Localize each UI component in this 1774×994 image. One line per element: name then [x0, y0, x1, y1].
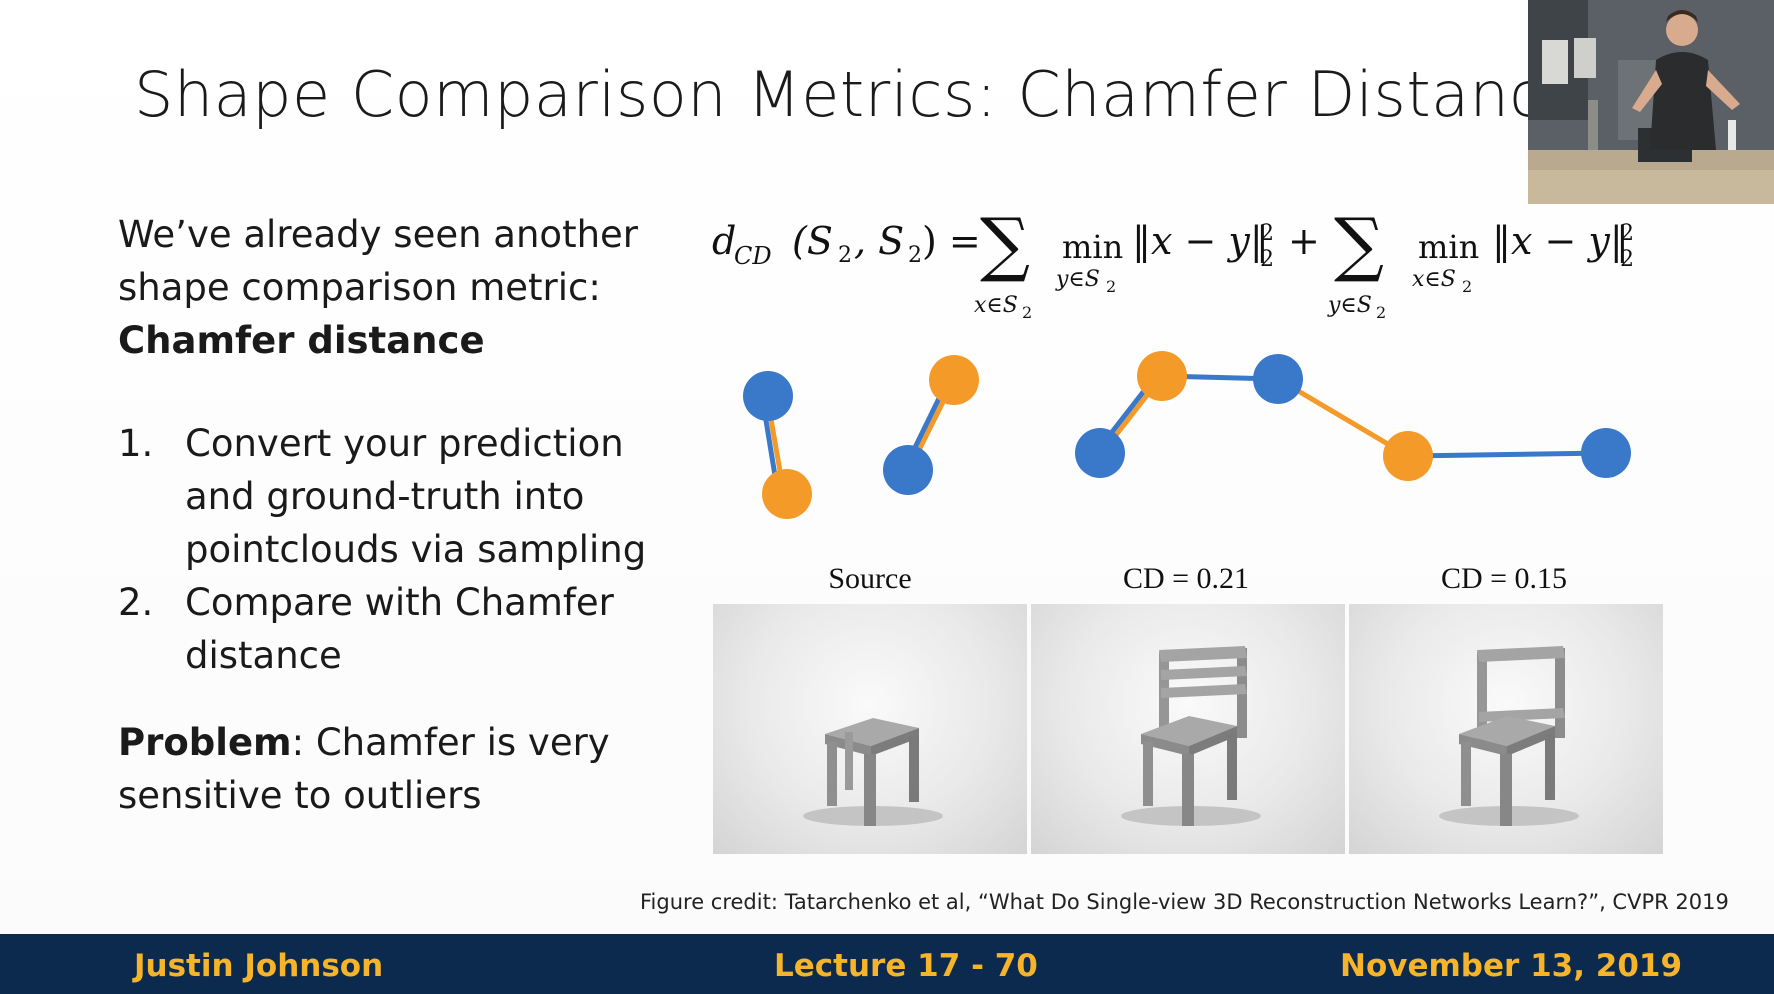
- norm-1-sub: 2: [1260, 247, 1274, 272]
- min-sub-1: y∈S: [1055, 267, 1100, 292]
- figure-label-cd1: CD = 0.21: [1122, 562, 1250, 595]
- orange-point: [1137, 351, 1187, 401]
- blue-point: [1253, 354, 1303, 404]
- formula-cd: CD: [734, 242, 772, 270]
- footer-lecture: Lecture 17 - 70: [774, 948, 1038, 984]
- figure-credit: Figure credit: Tatarchenko et al, “What …: [640, 890, 1729, 914]
- orange-point: [762, 469, 812, 519]
- webcam-inset: [1528, 0, 1774, 204]
- min-sub-2-idx: 2: [1462, 277, 1472, 296]
- orange-line: [1276, 376, 1410, 459]
- chamfer-formula: d CD (S 2 , S 2 ) = ∑ x∈S 2 min y∈S 2 ‖x…: [712, 203, 1672, 324]
- orange-point: [1383, 431, 1433, 481]
- steps-list: 1. Convert your prediction and ground-tr…: [118, 417, 678, 682]
- sum-symbol-2: ∑: [1334, 214, 1384, 285]
- chair-image: [1459, 646, 1565, 826]
- norm-2: ‖x − y‖: [1492, 219, 1629, 263]
- blue-point: [883, 445, 933, 495]
- footer-bar: Justin Johnson Lecture 17 - 70 November …: [0, 934, 1774, 994]
- orange-point: [929, 355, 979, 405]
- min-2: min: [1418, 228, 1479, 266]
- list-line: Compare with Chamfer: [185, 581, 614, 624]
- formula-args: (S: [792, 219, 833, 263]
- norm-2-sub: 2: [1620, 247, 1634, 272]
- svg-text:) =: ) =: [922, 219, 981, 263]
- point-matching-illustration: [712, 330, 1652, 530]
- intro-text: We’ve already seen another shape compari…: [118, 208, 658, 367]
- stool-image: [825, 718, 919, 826]
- min-1: min: [1062, 228, 1123, 266]
- intro-line-1: We’ve already seen another: [118, 213, 639, 256]
- norm-1: ‖x − y‖: [1132, 219, 1269, 263]
- blue-point: [1581, 428, 1631, 478]
- list-line: Convert your prediction: [185, 422, 624, 465]
- list-number: 2.: [118, 581, 154, 624]
- min-sub-2: x∈S: [1412, 267, 1456, 292]
- render-panel-cd2: [1349, 604, 1663, 854]
- blue-point: [743, 371, 793, 421]
- blue-point: [1075, 428, 1125, 478]
- formula-d: d: [712, 219, 736, 263]
- sum-sub-1-idx: 2: [1022, 303, 1032, 322]
- footer-date: November 13, 2019: [1340, 948, 1683, 984]
- problem-bold: Problem: [118, 721, 292, 764]
- min-sub-1-idx: 2: [1106, 277, 1116, 296]
- figure-label-cd2: CD = 0.15: [1440, 562, 1568, 595]
- sum-symbol-1: ∑: [980, 214, 1030, 285]
- slide-title: Shape Comparison Metrics: Chamfer Distan…: [134, 58, 1583, 131]
- render-panel-cd1: [1031, 604, 1345, 854]
- list-line: pointclouds via sampling: [185, 528, 647, 571]
- plus-sign: +: [1288, 219, 1320, 263]
- list-number: 1.: [118, 422, 154, 465]
- intro-bold: Chamfer distance: [118, 319, 485, 362]
- list-item: 1. Convert your prediction and ground-tr…: [118, 417, 678, 576]
- problem-text: Problem: Chamfer is very sensitive to ou…: [118, 716, 658, 822]
- footer-name: Justin Johnson: [134, 948, 384, 984]
- formula-sub-a: 2: [838, 243, 852, 268]
- list-item: 2. Compare with Chamfer distance: [118, 576, 678, 682]
- sum-sub-1: x∈S: [974, 293, 1018, 318]
- sum-sub-2-idx: 2: [1376, 303, 1386, 322]
- list-line: and ground-truth into: [185, 475, 585, 518]
- list-line: distance: [185, 634, 342, 677]
- chair-image: [1141, 646, 1247, 826]
- sum-sub-2: y∈S: [1327, 293, 1372, 318]
- figure-label-source: Source: [828, 562, 912, 595]
- svg-text:, S: , S: [854, 219, 904, 263]
- formula-sub-b: 2: [908, 243, 922, 268]
- blue-line: [1407, 450, 1607, 459]
- intro-line-2: shape comparison metric:: [118, 266, 601, 309]
- problem-line-2: sensitive to outliers: [118, 774, 482, 817]
- problem-rest: : Chamfer is very: [291, 721, 610, 764]
- norm-2-sup: 2: [1620, 221, 1634, 246]
- render-panel-source: [713, 604, 1027, 854]
- norm-1-sup: 2: [1260, 221, 1274, 246]
